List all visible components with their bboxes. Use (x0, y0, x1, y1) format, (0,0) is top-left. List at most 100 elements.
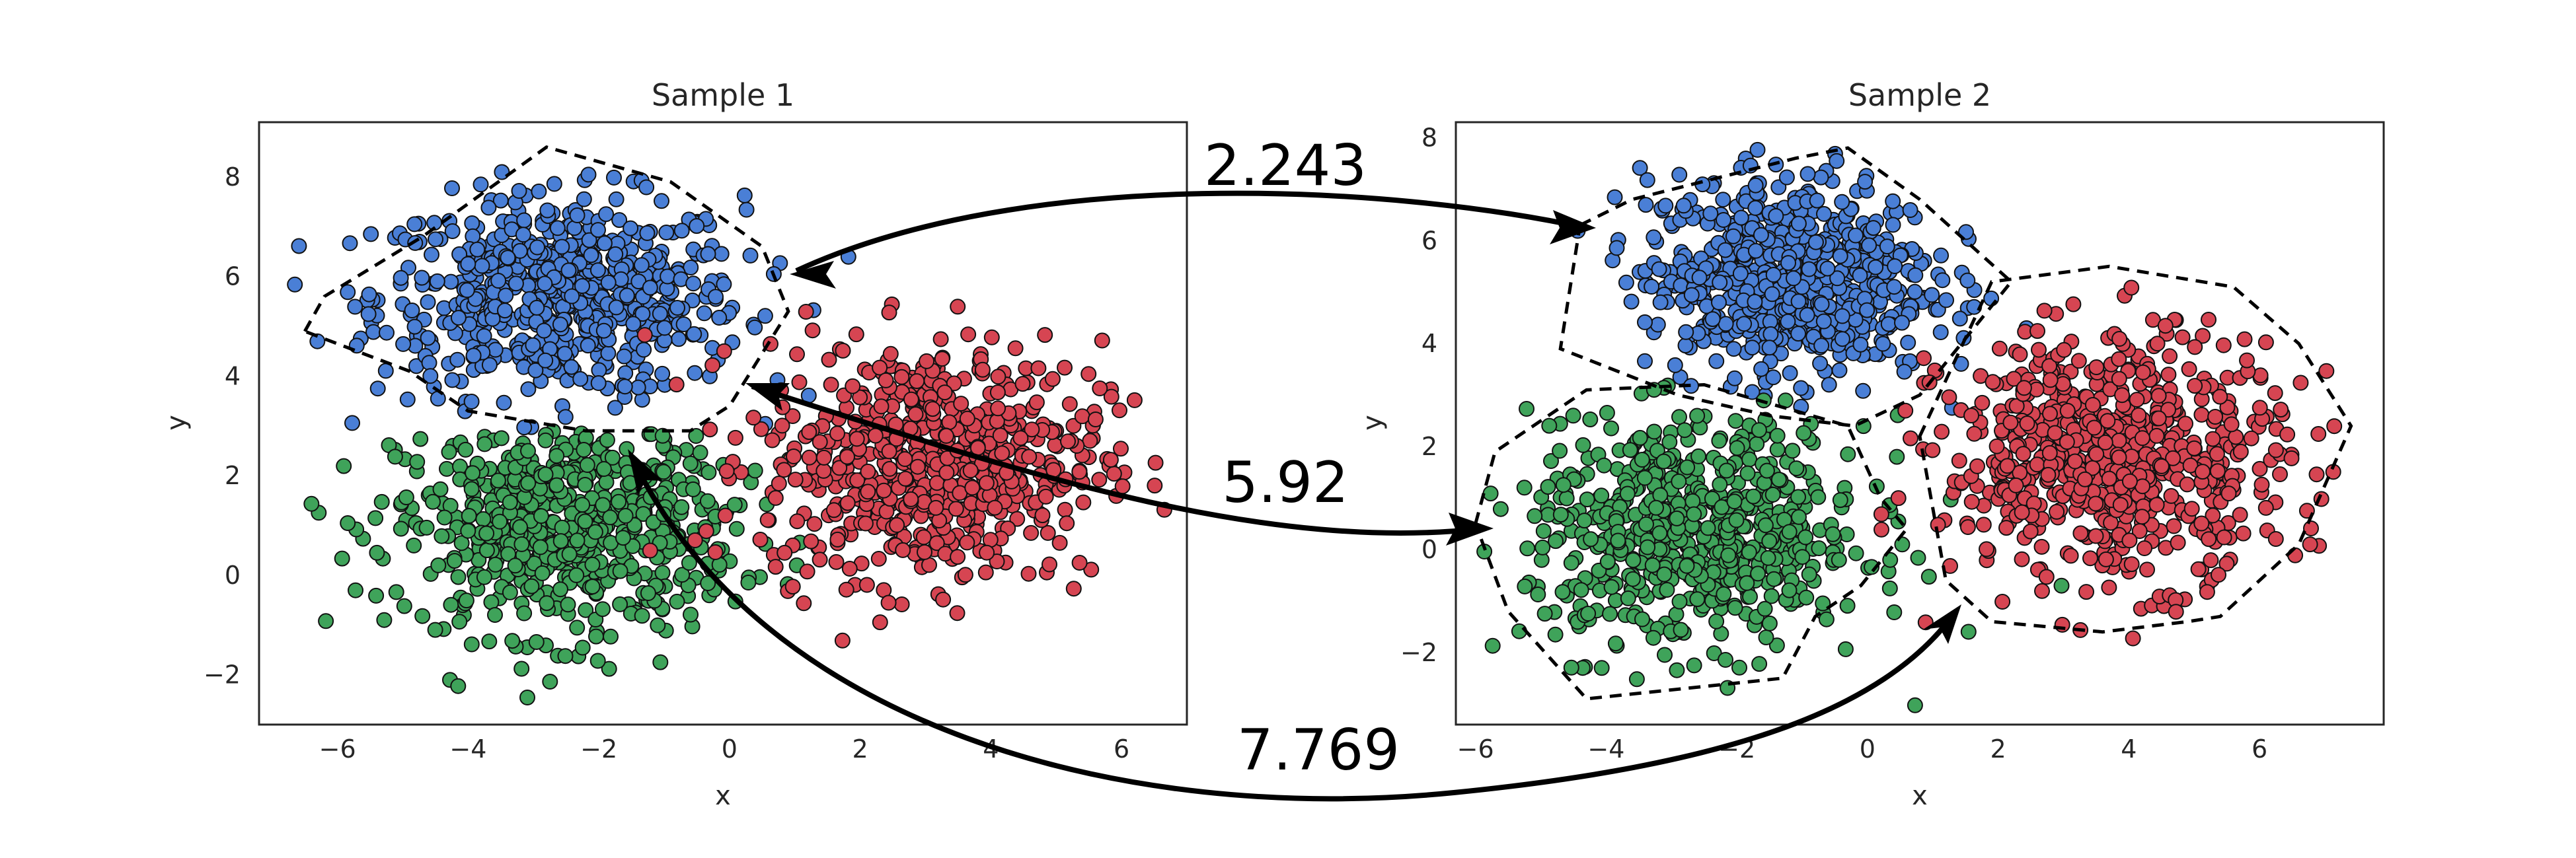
data-point (2134, 430, 2150, 447)
data-point (1057, 501, 1073, 518)
data-point (915, 529, 932, 546)
data-point (1885, 193, 1901, 209)
data-point (589, 262, 606, 279)
data-point (1816, 205, 1832, 222)
data-point (1519, 401, 1534, 417)
data-point (2216, 529, 2232, 546)
data-point (596, 235, 613, 252)
data-point (574, 497, 591, 513)
data-point (527, 362, 544, 378)
data-point (560, 262, 577, 279)
data-point (1103, 388, 1119, 405)
data-point (2302, 536, 2318, 553)
data-point (2042, 406, 2058, 422)
data-point (1644, 279, 1660, 295)
data-point (1638, 197, 1654, 213)
data-point (1691, 269, 1708, 286)
data-point (1875, 336, 1891, 352)
data-point (1624, 571, 1641, 587)
data-point (1831, 552, 1847, 568)
data-point (1769, 441, 1786, 458)
data-point (903, 391, 919, 408)
data-point (432, 481, 449, 497)
data-point (1907, 267, 1924, 283)
data-point (848, 326, 864, 343)
data-point (1753, 227, 1769, 243)
x-tick-label: −6 (1457, 734, 1494, 764)
data-point (700, 246, 716, 262)
data-point (1786, 270, 1801, 287)
data-point (512, 518, 528, 535)
data-point (938, 464, 955, 481)
data-point (608, 299, 625, 316)
data-point (475, 511, 492, 527)
data-point (1809, 192, 1825, 209)
data-point (450, 310, 467, 326)
x-tick-label: −4 (449, 734, 486, 764)
data-point (698, 523, 714, 540)
data-point (2029, 323, 2045, 340)
data-point (1051, 534, 1068, 551)
data-point (1622, 442, 1638, 458)
data-point (736, 187, 753, 203)
data-point (960, 326, 977, 343)
data-point (2207, 409, 2224, 425)
data-point (1975, 517, 1992, 533)
data-point (2041, 445, 2058, 461)
data-point (2174, 329, 2191, 345)
data-point (607, 400, 623, 416)
data-point (399, 391, 416, 408)
data-point (959, 410, 975, 427)
data-point (459, 282, 475, 299)
data-point (1112, 402, 1127, 419)
data-point (1920, 569, 1937, 585)
data-point (1685, 493, 1701, 509)
data-point (636, 327, 653, 343)
data-point (1757, 600, 1773, 617)
data-point (974, 361, 991, 378)
data-point (878, 372, 894, 388)
data-point (1484, 637, 1501, 654)
data-point (668, 376, 685, 393)
data-point (1781, 524, 1798, 540)
data-point (1686, 657, 1702, 674)
data-point (803, 533, 819, 550)
data-point (2252, 400, 2268, 416)
data-point (2153, 458, 2170, 474)
data-point (608, 191, 625, 207)
data-point (1989, 438, 2005, 454)
data-point (873, 398, 890, 415)
data-point (584, 556, 601, 573)
data-point (595, 497, 611, 513)
x-tick-label: 0 (722, 734, 738, 764)
data-point (1704, 311, 1721, 328)
data-point (989, 384, 1006, 400)
data-point (1765, 267, 1782, 283)
data-point (829, 531, 846, 548)
data-point (1916, 350, 1932, 367)
data-point (2139, 561, 2155, 578)
data-point (704, 357, 721, 373)
data-point (867, 427, 884, 444)
data-point (1540, 479, 1556, 495)
data-point (1998, 520, 2014, 536)
data-point (823, 376, 839, 393)
data-point (1555, 477, 1572, 493)
data-point (1745, 488, 1762, 505)
data-point (369, 544, 385, 561)
data-point (881, 443, 897, 460)
data-point (580, 166, 597, 183)
data-point (919, 353, 935, 369)
data-point (2033, 538, 2050, 555)
y-tick-label: 6 (225, 262, 241, 291)
data-point (699, 493, 716, 509)
data-point (1879, 238, 1895, 255)
data-point (534, 565, 550, 581)
data-point (502, 494, 518, 511)
data-point (917, 544, 932, 560)
sample-2-ylabel: y (1357, 415, 1388, 431)
data-point (941, 414, 958, 431)
data-point (671, 331, 687, 347)
data-point (516, 212, 533, 229)
data-point (1813, 169, 1829, 186)
